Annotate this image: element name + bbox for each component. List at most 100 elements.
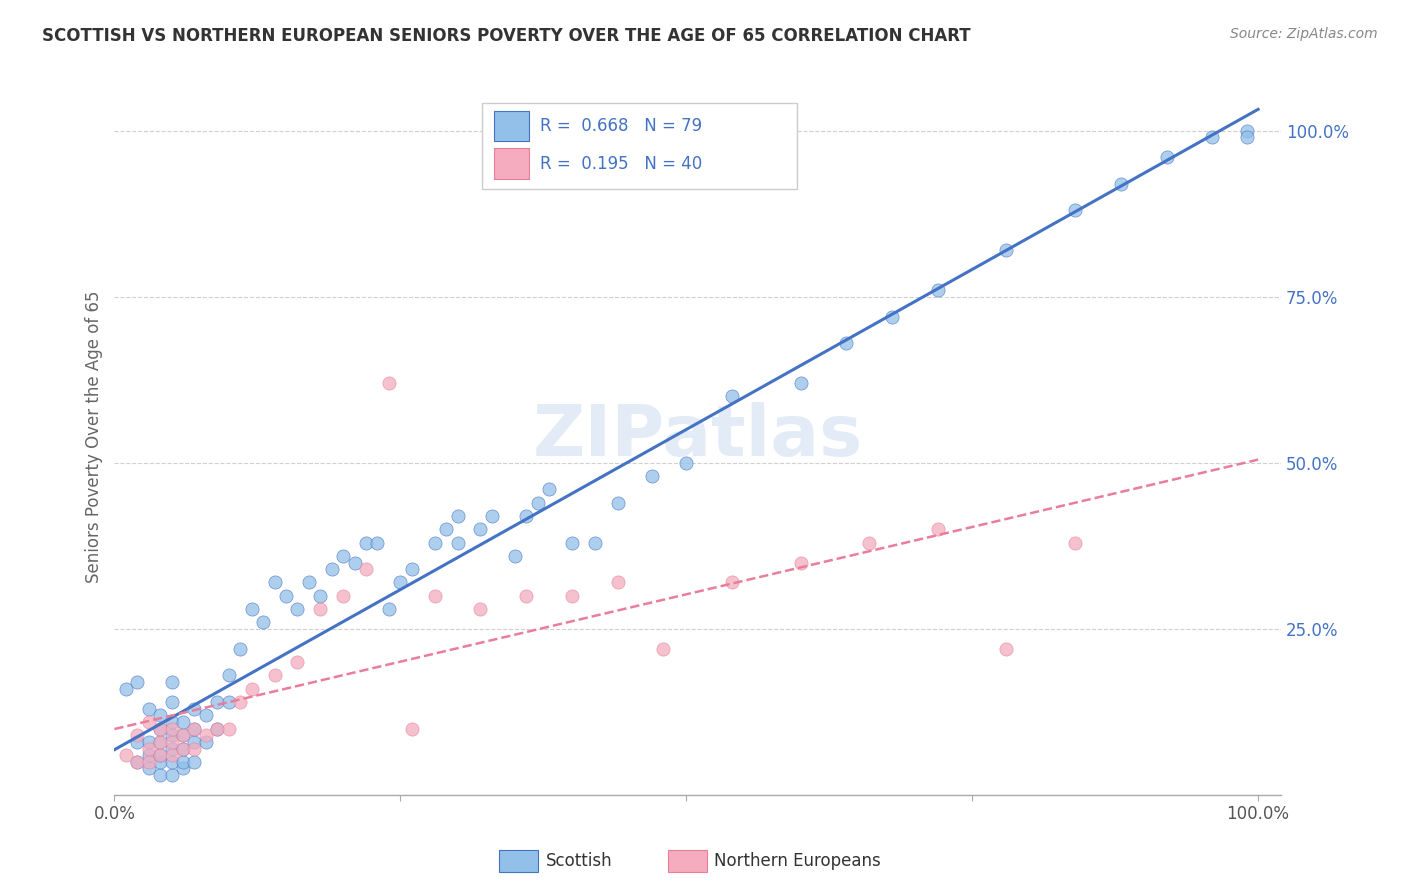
Point [1064,535,1087,549]
Point [354,562,377,576]
FancyBboxPatch shape [494,112,529,141]
Text: Source: ZipAtlas.com: Source: ZipAtlas.com [1230,27,1378,41]
Point [138,762,160,776]
Point [446,535,468,549]
Text: Scottish: Scottish [546,852,612,871]
Point [606,575,628,590]
Text: R =  0.668   N = 79: R = 0.668 N = 79 [540,117,703,136]
Point [218,695,240,709]
Point [1236,130,1258,145]
Point [309,602,332,616]
Point [149,768,172,782]
Point [160,735,183,749]
Point [149,748,172,763]
Point [641,469,664,483]
Point [721,575,744,590]
Point [194,728,217,742]
Point [194,708,217,723]
Point [172,728,194,742]
Point [149,722,172,736]
Point [218,722,240,736]
Point [138,735,160,749]
Point [138,714,160,729]
Point [789,376,811,390]
Point [561,589,583,603]
Point [183,741,205,756]
Point [240,681,263,696]
Point [561,535,583,549]
Point [263,575,285,590]
Point [606,496,628,510]
Point [263,668,285,682]
Point [401,722,423,736]
Point [138,755,160,769]
Point [160,748,183,763]
Point [995,641,1018,656]
Point [423,589,446,603]
Point [115,748,138,763]
Point [1109,177,1132,191]
Point [127,675,149,690]
Point [446,508,468,523]
Point [160,755,183,769]
Text: ZIPatlas: ZIPatlas [533,401,863,471]
FancyBboxPatch shape [482,103,797,189]
Point [207,722,229,736]
Point [207,695,229,709]
Point [160,695,183,709]
Point [858,535,880,549]
Point [127,728,149,742]
Point [229,641,252,656]
Point [389,575,412,590]
Point [149,748,172,763]
Point [1236,123,1258,137]
Point [789,556,811,570]
Point [183,722,205,736]
Y-axis label: Seniors Poverty Over the Age of 65: Seniors Poverty Over the Age of 65 [86,290,103,582]
Point [583,535,606,549]
Point [183,701,205,715]
Point [127,755,149,769]
Point [927,522,949,536]
Text: Northern Europeans: Northern Europeans [714,852,882,871]
Point [252,615,274,630]
Point [160,768,183,782]
Point [1156,150,1178,164]
Text: SCOTTISH VS NORTHERN EUROPEAN SENIORS POVERTY OVER THE AGE OF 65 CORRELATION CHA: SCOTTISH VS NORTHERN EUROPEAN SENIORS PO… [42,27,970,45]
Point [401,562,423,576]
Point [149,708,172,723]
FancyBboxPatch shape [494,148,529,178]
Point [652,641,675,656]
Point [434,522,457,536]
Point [882,310,904,324]
Point [470,522,492,536]
Point [115,681,138,696]
Point [721,389,744,403]
Point [160,675,183,690]
Point [274,589,297,603]
Point [149,735,172,749]
Point [160,728,183,742]
Point [423,535,446,549]
Point [138,701,160,715]
Point [481,508,503,523]
Point [1064,203,1087,218]
Point [160,741,183,756]
Point [149,735,172,749]
Point [207,722,229,736]
Point [321,562,343,576]
Point [537,483,560,497]
Point [298,575,321,590]
Point [675,456,697,470]
Point [332,589,354,603]
Point [183,722,205,736]
Point [229,695,252,709]
Point [332,549,354,563]
Point [172,741,194,756]
Point [138,741,160,756]
Text: R =  0.195   N = 40: R = 0.195 N = 40 [540,154,703,172]
Point [240,602,263,616]
Point [927,283,949,297]
Point [309,589,332,603]
Point [172,755,194,769]
